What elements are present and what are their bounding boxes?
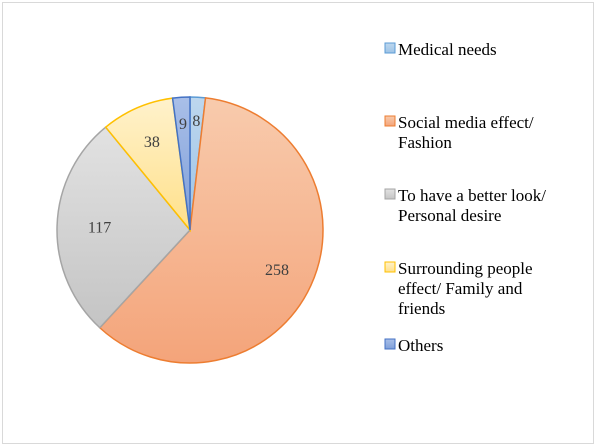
legend-label-social-media-effect-fashion-line-1: Social media effect/ bbox=[398, 113, 534, 132]
legend-label-surrounding-people-effect-family-and-friends-line-1: Surrounding people bbox=[398, 259, 533, 278]
legend: Medical needs Social media effect/Fashion… bbox=[384, 40, 546, 355]
slice-value-label-medical-needs: 8 bbox=[192, 113, 200, 130]
legend-label-medical-needs: Medical needs bbox=[398, 40, 497, 59]
legend-label-others: Others bbox=[398, 336, 443, 355]
legend-swatch-surrounding-people-effect-family-and-friends bbox=[384, 261, 396, 273]
legend-swatch-others bbox=[384, 338, 396, 350]
legend-label-surrounding-people-effect-family-and-friends-line-2: effect/ Family and bbox=[398, 279, 523, 298]
pie-labels: 8 258 117 38 9 bbox=[88, 113, 289, 279]
pie-slice-others bbox=[171, 96, 191, 231]
pie-slice-social-media-effect-fashion bbox=[98, 97, 324, 364]
legend-swatch-social-media-effect-fashion bbox=[384, 115, 396, 127]
legend-label-to-have-a-better-look-personal-desire-line-2: Personal desire bbox=[398, 206, 501, 225]
legend-swatch-medical-needs bbox=[384, 42, 396, 54]
pie-slice-to-have-a-better-look-personal-desire bbox=[56, 126, 191, 329]
legend-label-surrounding-people-effect-family-and-friends-line-3: friends bbox=[398, 299, 445, 318]
slice-value-label-others: 9 bbox=[179, 116, 187, 133]
legend-swatch-to-have-a-better-look-personal-desire bbox=[384, 188, 396, 200]
slice-value-label-social-media-effect-fashion: 258 bbox=[265, 262, 289, 279]
legend-label-to-have-a-better-look-personal-desire-line-1: To have a better look/ bbox=[398, 186, 546, 205]
legend-label-social-media-effect-fashion-line-2: Fashion bbox=[398, 133, 452, 152]
slice-value-label-to-have-a-better-look-personal-desire: 117 bbox=[88, 219, 111, 236]
slice-value-label-surrounding-people-effect-family-and-friends: 38 bbox=[144, 134, 160, 151]
pie-slices bbox=[56, 96, 324, 364]
